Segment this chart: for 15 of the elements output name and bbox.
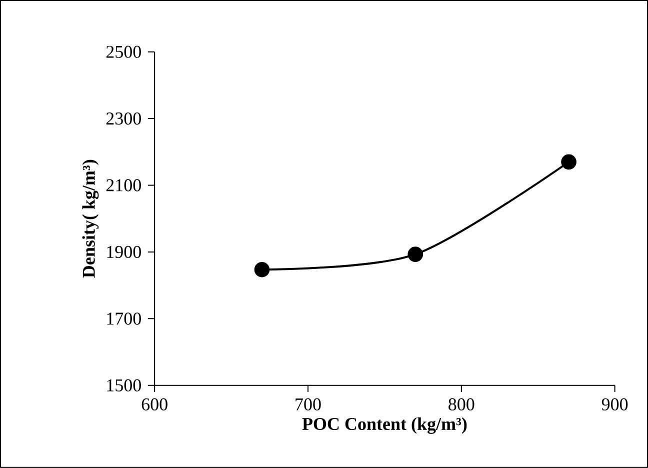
point [254,262,270,278]
x-tick-label: 800 [448,398,474,410]
x-tick-label: 900 [602,398,628,410]
point [408,246,424,262]
y-tick-label: 2300 [106,112,141,125]
x-tick-label: 600 [142,398,168,410]
y-tick-label: 1900 [107,246,141,258]
y-tick-label: 2100 [106,179,141,192]
x-tick-label: 700 [296,398,321,410]
y-tick-label: 1500 [107,379,141,392]
point [561,154,576,170]
y-axis-title: Density( kg/m³) [82,160,99,278]
y-tick-label: 2500 [106,46,141,58]
y-tick-label: 1700 [107,312,141,325]
x-axis-title: POC Content (kg/m³) [302,417,467,434]
